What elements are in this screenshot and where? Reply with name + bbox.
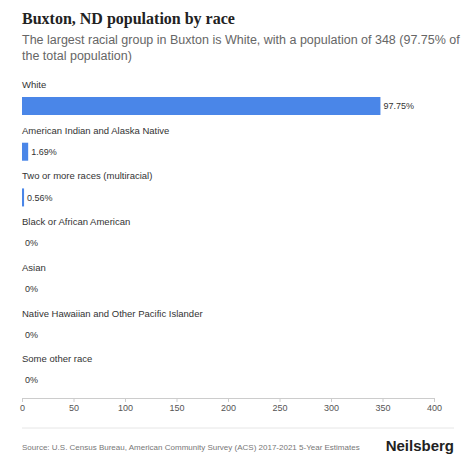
bar [22,97,380,115]
category-label: American Indian and Alaska Native [22,125,169,136]
source: Source: U.S. Census Bureau, American Com… [22,443,360,452]
category-label: Some other race [22,353,92,364]
tick: 150 [169,398,184,413]
tick: 0 [20,398,25,413]
tick: 400 [427,398,442,413]
tick-label: 150 [169,403,184,413]
tick-label: 400 [427,403,442,413]
data-label: 97.75% [383,101,414,111]
tick-label: 250 [272,403,287,413]
tick-label: 300 [324,403,339,413]
tick-label: 350 [375,403,390,413]
category-label: White [22,79,46,90]
data-label: 0% [25,375,38,385]
chart: Buxton, ND population by race The largest… [0,0,474,474]
tick-mark [228,398,229,402]
category-label: Asian [22,262,46,273]
tick: 250 [272,398,287,413]
tick-mark [125,398,126,402]
tick-mark [331,398,332,402]
tick-mark [383,398,384,402]
axis-line [23,399,435,403]
tick-label: 100 [118,403,133,413]
brand: Neilsberg [386,437,454,454]
tick: 50 [69,398,79,413]
tick: 350 [375,398,390,413]
tick-mark [22,398,23,402]
category-label: Native Hawaiian and Other Pacific Island… [22,308,203,319]
data-label: 1.69% [31,147,57,157]
category-label: Two or more races (multiracial) [22,170,152,181]
category-labels: White American Indian and Alaska Native Tw… [22,79,203,364]
tick: 300 [324,398,339,413]
title: Buxton, ND population by race [22,10,235,28]
x-axis: 0 50 100 150 200 250 300 350 400 [20,398,442,413]
data-label: 0% [25,284,38,294]
tick-mark [177,398,178,402]
tick: 200 [221,398,236,413]
data-label: 0% [25,330,38,340]
tick-label: 50 [69,403,79,413]
data-label: 0% [25,238,38,248]
tick: 100 [118,398,133,413]
tick-mark [434,398,435,402]
data-label: 0.56% [27,193,53,203]
bar [22,280,23,298]
bars [22,97,380,206]
subtitle: The largest racial group in Buxton is Wh… [22,33,460,63]
bar [22,188,24,206]
tick-mark [74,398,75,402]
bar [22,371,23,389]
separator [22,428,454,429]
tick-mark [280,398,281,402]
bar [22,326,23,344]
bar [22,143,28,161]
category-label: Black or African American [22,216,130,227]
tick-label: 200 [221,403,236,413]
data-labels: 97.75% 1.69% 0.56% 0% 0% 0% 0% [25,101,414,385]
bar [22,234,23,252]
tick-label: 0 [20,403,25,413]
